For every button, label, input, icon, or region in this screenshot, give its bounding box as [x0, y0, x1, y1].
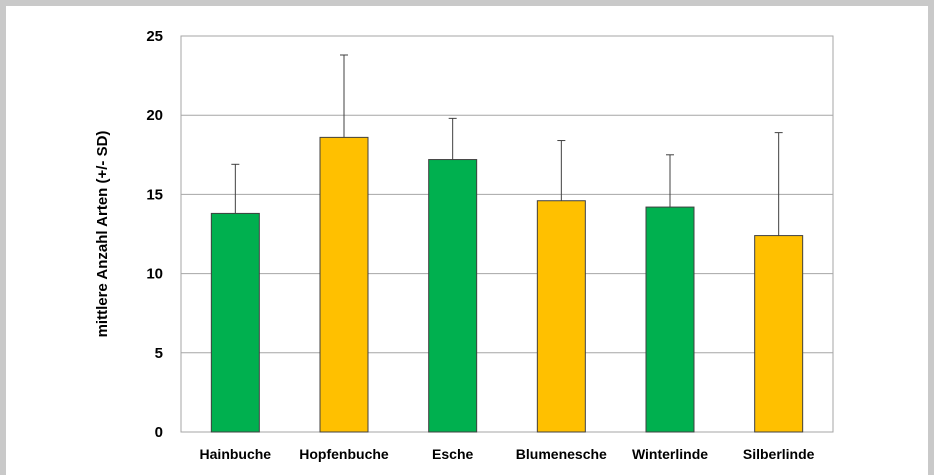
y-axis-ticks: 0 5 10 15 20 25	[146, 28, 163, 441]
bar-blumenesche	[536, 200, 586, 433]
y-axis-title: mittlere Anzahl Arten (+/- SD)	[94, 131, 111, 338]
bars	[210, 136, 804, 433]
x-tick-label: Hopfenbuche	[299, 446, 389, 462]
y-tick-label: 15	[146, 186, 163, 203]
x-tick-label: Blumenesche	[516, 446, 607, 462]
x-axis-labels: Hainbuche Hopfenbuche Esche Blumenesche Wint…	[200, 446, 815, 462]
bar-silberlinde	[754, 235, 804, 433]
y-tick-label: 5	[155, 345, 163, 362]
plot-area	[180, 35, 834, 433]
x-tick-label: Winterlinde	[632, 446, 708, 462]
y-tick-label: 25	[146, 28, 163, 45]
x-tick-label: Silberlinde	[743, 446, 815, 462]
gridlines	[181, 114, 833, 354]
error-bars	[231, 54, 783, 236]
bar-hopfenbuche	[319, 136, 369, 433]
bar-esche	[428, 159, 478, 433]
x-tick-label: Esche	[432, 446, 473, 462]
bar-winterlinde	[645, 206, 695, 433]
y-tick-label: 10	[146, 266, 163, 283]
y-tick-label: 0	[155, 424, 163, 441]
y-tick-label: 20	[146, 107, 163, 124]
bar-hainbuche	[210, 212, 260, 433]
x-tick-label: Hainbuche	[200, 446, 272, 462]
